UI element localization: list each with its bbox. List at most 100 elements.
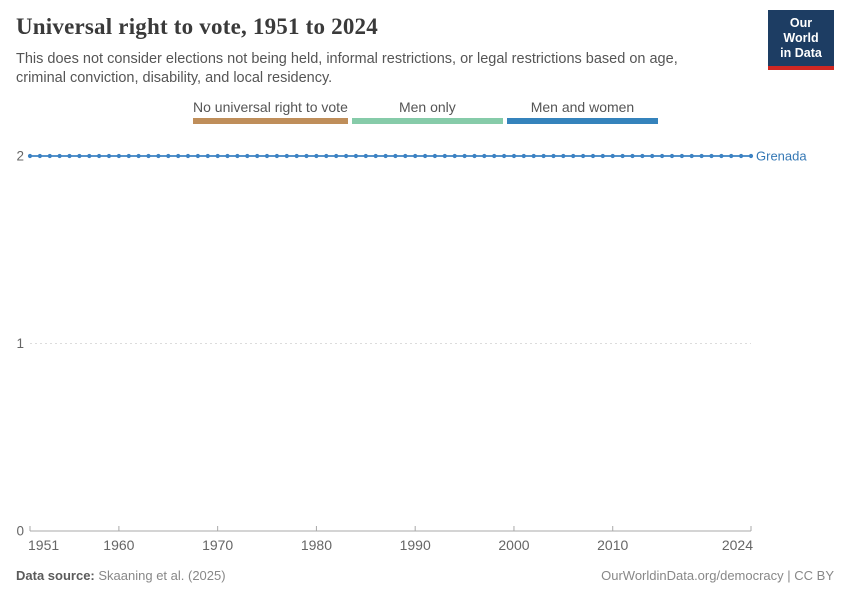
data-point <box>689 153 694 159</box>
data-point <box>660 153 665 159</box>
x-tick-label-1980: 1980 <box>301 537 332 553</box>
data-point <box>146 153 151 159</box>
data-point <box>67 153 72 159</box>
data-point <box>482 153 487 159</box>
data-point <box>620 153 625 159</box>
data-point <box>630 153 635 159</box>
data-point <box>205 153 210 159</box>
owid-logo-line2: in Data <box>780 46 822 60</box>
data-point <box>650 153 655 159</box>
data-point <box>235 153 240 159</box>
entity-label-grenada[interactable]: Grenada <box>756 149 807 164</box>
x-tick-label-1951: 1951 <box>28 537 59 553</box>
data-point <box>511 153 517 159</box>
x-tick-label-2000: 2000 <box>498 537 529 553</box>
data-point <box>423 153 428 159</box>
data-point <box>492 153 497 159</box>
data-point <box>284 153 289 159</box>
data-point <box>156 153 161 159</box>
data-point <box>561 153 566 159</box>
data-point <box>264 153 270 159</box>
data-point <box>294 153 299 159</box>
y-tick-label-2: 2 <box>16 149 24 164</box>
x-tick-label-2024: 2024 <box>722 537 753 553</box>
x-tick-label-1960: 1960 <box>103 537 134 553</box>
data-point <box>413 153 418 159</box>
data-point <box>57 153 62 159</box>
footer-source: Data source: Skaaning et al. (2025) <box>16 568 226 583</box>
legend-item-men-only[interactable]: Men only <box>351 99 503 124</box>
data-point <box>719 153 724 159</box>
data-point <box>581 153 586 159</box>
legend-item-no-universal-right-to-vote[interactable]: No universal right to vote <box>193 99 348 124</box>
y-tick-label-1: 1 <box>16 336 24 351</box>
legend-item-men-and-women[interactable]: Men and women <box>506 99 659 124</box>
data-point <box>452 153 457 159</box>
data-point <box>126 153 131 159</box>
data-point <box>600 153 605 159</box>
data-point <box>225 153 230 159</box>
data-point <box>393 153 398 159</box>
data-point <box>709 153 714 159</box>
data-point <box>185 153 191 159</box>
data-point <box>383 153 388 159</box>
data-point <box>106 153 112 159</box>
data-point <box>432 153 437 159</box>
data-point <box>531 153 536 159</box>
footer-source-label: Data source: <box>16 568 95 583</box>
data-point <box>610 153 615 159</box>
data-point <box>47 153 52 159</box>
data-point <box>551 153 556 159</box>
data-point <box>748 153 754 159</box>
x-tick-label-1970: 1970 <box>202 537 233 553</box>
legend-item-label: Men and women <box>530 99 635 115</box>
data-point <box>363 153 368 159</box>
data-point <box>77 153 82 159</box>
data-point <box>166 153 171 159</box>
page-title: Universal right to vote, 1951 to 2024 <box>16 14 378 39</box>
series-line-grenada[interactable] <box>27 153 754 159</box>
chart-subtitle: This does not consider elections not bei… <box>16 51 678 86</box>
data-point <box>97 153 102 159</box>
data-point <box>541 153 546 159</box>
data-point <box>344 153 349 159</box>
data-point <box>640 153 645 159</box>
data-point <box>195 153 200 159</box>
data-point <box>37 153 43 159</box>
data-point <box>729 153 734 159</box>
data-point <box>571 153 576 159</box>
data-point <box>27 153 33 159</box>
legend-color-bar <box>506 118 659 124</box>
footer-license[interactable]: OurWorldinData.org/democracy | CC BY <box>601 568 834 583</box>
x-tick-label-2010: 2010 <box>597 537 628 553</box>
data-point <box>314 153 319 159</box>
data-point <box>502 153 507 159</box>
data-point <box>176 153 181 159</box>
owid-logo-line1: Our World <box>783 16 819 45</box>
data-point <box>669 153 675 159</box>
data-point <box>255 153 260 159</box>
data-point <box>462 153 467 159</box>
owid-logo[interactable]: Our World in Data <box>768 10 834 70</box>
data-point <box>136 153 141 159</box>
footer: Data source: Skaaning et al. (2025) OurW… <box>16 568 834 583</box>
data-point <box>215 153 220 159</box>
y-tick-label-0: 0 <box>16 524 24 539</box>
legend-color-bar <box>351 118 503 124</box>
data-point <box>373 153 378 159</box>
data-point <box>442 153 447 159</box>
data-point <box>245 153 250 159</box>
data-point <box>116 153 121 159</box>
footer-source-value[interactable]: Skaaning et al. (2025) <box>98 568 226 583</box>
categorical-legend: No universal right to vote Men only Men an… <box>193 99 659 124</box>
x-tick-label-1990: 1990 <box>400 537 431 553</box>
data-point <box>87 153 92 159</box>
data-point <box>324 153 329 159</box>
data-point <box>304 153 309 159</box>
data-point <box>590 153 596 159</box>
data-point <box>274 153 279 159</box>
data-point <box>739 153 744 159</box>
legend-item-label: Men only <box>398 99 456 115</box>
